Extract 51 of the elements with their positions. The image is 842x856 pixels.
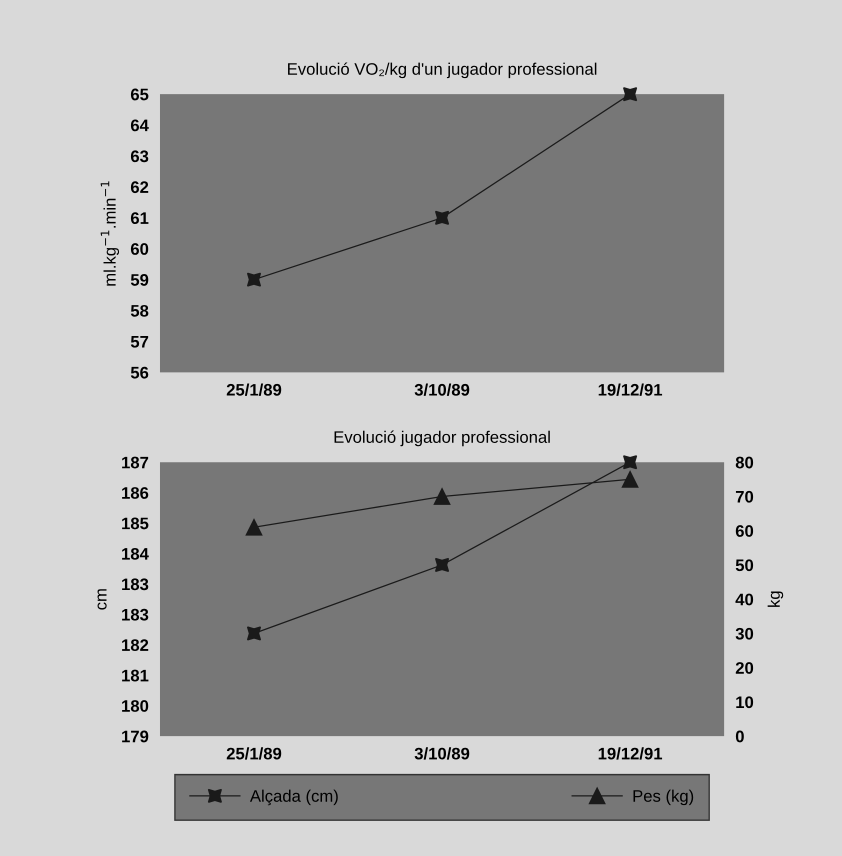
y2-tick-label: 10 xyxy=(736,696,754,708)
y2-tick-label: 70 xyxy=(736,490,754,503)
y-tick-label: 62 xyxy=(130,181,148,194)
y-tick-label: 182 xyxy=(122,639,148,652)
y-tick-label: 58 xyxy=(130,304,148,317)
y2-axis-title: kg xyxy=(768,591,784,607)
point xyxy=(246,272,262,287)
point xyxy=(622,471,638,488)
point xyxy=(246,626,262,641)
y-tick-label: 57 xyxy=(130,336,148,348)
y-tick-label: 64 xyxy=(130,119,149,132)
y-tick-label: 63 xyxy=(130,150,148,162)
x-tick-label: 19/12/91 xyxy=(598,747,662,760)
y2-tick-label: 50 xyxy=(736,559,754,572)
x-tick-label: 25/1/89 xyxy=(226,383,282,396)
y2-tick-label: 80 xyxy=(736,456,754,468)
x-tick-label: 25/1/89 xyxy=(226,747,282,760)
y-tick-label: 184 xyxy=(122,548,149,560)
y-tick-label: 60 xyxy=(130,243,148,255)
x-tick-label: 3/10/89 xyxy=(414,383,470,396)
y2-tick-label: 20 xyxy=(736,662,754,674)
chart-title: Evolució jugador professional xyxy=(334,430,550,446)
point xyxy=(246,518,262,536)
legend-label: Pes (kg) xyxy=(634,790,694,806)
point xyxy=(623,87,638,102)
chart-title: Evolució VO₂/kg d'un jugador professional xyxy=(288,62,596,78)
y-axis-title: cm xyxy=(98,589,107,610)
y-tick-label: 183 xyxy=(122,578,148,590)
y-axis-title: ml.kg$^{−1}$.min$^{−1}$ xyxy=(100,181,120,286)
x-tick-label: 3/10/89 xyxy=(414,747,470,760)
y-tick-label: 179 xyxy=(122,730,148,742)
y-tick-label: 180 xyxy=(122,700,148,712)
legend-label: Alçada (cm) xyxy=(250,790,338,806)
y2-tick-label: 0 xyxy=(736,730,744,742)
y-tick-label: 181 xyxy=(122,670,148,682)
point xyxy=(434,210,450,225)
y2-tick-label: 60 xyxy=(736,525,754,537)
y-tick-label: 185 xyxy=(122,518,148,530)
y-tick-label: 65 xyxy=(130,88,148,100)
y2-tick-label: 30 xyxy=(736,628,754,640)
y-tick-label: 187 xyxy=(122,456,148,468)
y-tick-label: 186 xyxy=(122,487,148,499)
y-tick-label: 56 xyxy=(130,366,148,379)
point xyxy=(434,488,450,505)
y-tick-label: 183 xyxy=(122,608,148,621)
y-tick-label: 59 xyxy=(130,274,148,286)
y-tick-label: 61 xyxy=(130,212,148,224)
x-tick-label: 19/12/91 xyxy=(598,383,662,396)
point xyxy=(434,558,450,572)
y2-tick-label: 40 xyxy=(735,594,754,606)
point xyxy=(623,455,638,470)
